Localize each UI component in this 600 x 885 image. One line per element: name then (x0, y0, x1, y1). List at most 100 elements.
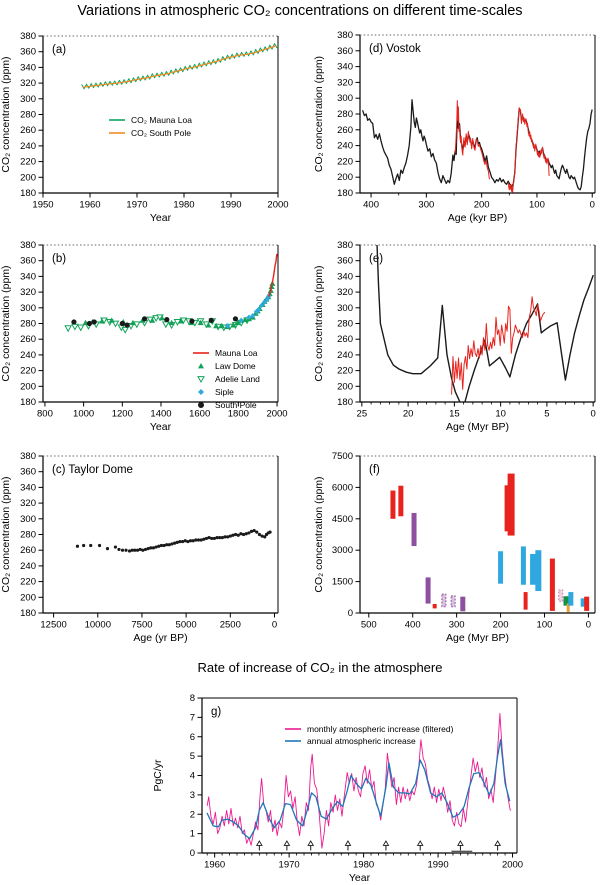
svg-text:380: 380 (337, 240, 353, 251)
svg-text:280: 280 (20, 110, 36, 121)
svg-text:180: 180 (20, 397, 36, 408)
svg-text:25: 25 (357, 409, 368, 420)
panel-d-chart: 400 300 200 100 0 180 200 220 240 260 280 300 320 340… (313, 30, 596, 224)
svg-text:320: 320 (337, 77, 353, 88)
svg-text:1800: 1800 (228, 409, 249, 420)
svg-text:320: 320 (20, 287, 36, 298)
svg-text:1000: 1000 (73, 409, 94, 420)
svg-text:1990: 1990 (427, 860, 448, 871)
svg-text:240: 240 (20, 561, 36, 572)
svg-text:Age (yr BP): Age (yr BP) (133, 632, 187, 644)
panel-e-chart: 25 20 15 10 5 0 180 200 220 240 260 280 300 320 340 360… (313, 240, 596, 433)
svg-text:1990: 1990 (220, 200, 241, 211)
svg-text:360: 360 (20, 256, 36, 267)
svg-text:1960: 1960 (204, 860, 225, 871)
svg-text:(e): (e) (369, 253, 383, 265)
svg-text:220: 220 (20, 366, 36, 377)
svg-text:2000: 2000 (266, 409, 287, 420)
svg-text:Siple: Siple (215, 387, 234, 397)
svg-text:CO₂ South Pole: CO₂ South Pole (131, 128, 191, 138)
svg-text:300: 300 (20, 94, 36, 105)
svg-text:Age (kyr BP): Age (kyr BP) (448, 212, 508, 224)
svg-text:300: 300 (449, 620, 465, 631)
svg-text:0: 0 (586, 620, 591, 631)
svg-text:(d) Vostok: (d) Vostok (369, 43, 421, 55)
svg-text:400: 400 (405, 620, 421, 631)
svg-text:340: 340 (20, 482, 36, 493)
svg-text:0: 0 (348, 608, 353, 619)
svg-text:260: 260 (20, 334, 36, 345)
svg-text:CO₂ concentration (ppm): CO₂ concentration (ppm) (313, 56, 325, 172)
svg-text:0: 0 (190, 848, 195, 859)
svg-text:240: 240 (20, 141, 36, 152)
svg-text:300: 300 (337, 93, 353, 104)
svg-text:Mauna Loa: Mauna Loa (215, 348, 258, 358)
svg-text:360: 360 (337, 256, 353, 267)
svg-text:1970: 1970 (126, 200, 147, 211)
svg-text:340: 340 (337, 271, 353, 282)
svg-text:340: 340 (20, 62, 36, 73)
svg-text:PgC/yr: PgC/yr (152, 759, 164, 792)
svg-text:5: 5 (544, 409, 549, 420)
svg-text:CO₂ concentration (ppm): CO₂ concentration (ppm) (0, 56, 12, 172)
svg-text:CO₂ concentration (ppm): CO₂ concentration (ppm) (0, 265, 12, 381)
svg-text:1950: 1950 (32, 200, 53, 211)
svg-text:1970: 1970 (279, 860, 300, 871)
svg-text:CO₂ concentration (ppm): CO₂ concentration (ppm) (313, 265, 325, 381)
svg-text:Law Dome: Law Dome (215, 361, 256, 371)
svg-text:(a): (a) (52, 44, 66, 56)
svg-text:200: 200 (20, 172, 36, 183)
svg-text:380: 380 (20, 240, 36, 251)
svg-text:3000: 3000 (332, 545, 353, 556)
svg-text:320: 320 (20, 78, 36, 89)
svg-text:(b): (b) (52, 253, 66, 265)
svg-text:10: 10 (495, 409, 506, 420)
svg-text:6: 6 (190, 732, 195, 743)
svg-text:1500: 1500 (332, 577, 353, 588)
svg-text:240: 240 (337, 350, 353, 361)
svg-text:360: 360 (337, 46, 353, 57)
svg-text:280: 280 (337, 319, 353, 330)
svg-text:0: 0 (272, 620, 277, 631)
svg-text:1600: 1600 (189, 409, 210, 420)
svg-text:300: 300 (20, 514, 36, 525)
svg-text:200: 200 (337, 381, 353, 392)
svg-text:200: 200 (20, 381, 36, 392)
svg-text:20: 20 (403, 409, 414, 420)
svg-text:200: 200 (493, 620, 509, 631)
svg-text:0: 0 (590, 200, 595, 211)
svg-text:1960: 1960 (79, 200, 100, 211)
svg-text:220: 220 (20, 157, 36, 168)
svg-text:1980: 1980 (173, 200, 194, 211)
panel-a-chart: 1950 1960 1970 1980 1990 2000 180 200 220 240 260 2… (0, 31, 289, 224)
svg-text:320: 320 (20, 498, 36, 509)
svg-text:360: 360 (20, 47, 36, 58)
svg-text:12500: 12500 (40, 620, 66, 631)
svg-text:2500: 2500 (220, 620, 241, 631)
svg-text:5000: 5000 (176, 620, 197, 631)
panel-b-chart: 800 1000 1200 1400 1600 1800 2000 180 200 220 240 2… (0, 240, 288, 433)
svg-text:1980: 1980 (353, 860, 374, 871)
svg-text:320: 320 (337, 287, 353, 298)
svg-text:200: 200 (474, 200, 490, 211)
svg-text:360: 360 (20, 467, 36, 478)
svg-text:1200: 1200 (112, 409, 133, 420)
svg-text:CO₂ Mauna Loa: CO₂ Mauna Loa (131, 115, 192, 125)
svg-text:500: 500 (361, 620, 377, 631)
svg-text:3: 3 (190, 790, 195, 801)
svg-text:180: 180 (20, 608, 36, 619)
svg-text:2000: 2000 (267, 200, 288, 211)
svg-text:annual atmospheric increase: annual atmospheric increase (307, 736, 416, 746)
svg-text:(f): (f) (369, 464, 380, 476)
svg-text:180: 180 (20, 188, 36, 199)
panel-c-chart: 12500 10000 7500 5000 2500 0 180 200 220 240 260 28… (0, 451, 279, 644)
svg-text:8: 8 (190, 693, 195, 704)
svg-text:260: 260 (20, 125, 36, 136)
svg-text:4: 4 (190, 771, 195, 782)
svg-text:200: 200 (20, 592, 36, 603)
svg-text:0: 0 (591, 409, 596, 420)
svg-text:200: 200 (337, 172, 353, 183)
svg-text:280: 280 (337, 109, 353, 120)
svg-text:300: 300 (418, 200, 434, 211)
